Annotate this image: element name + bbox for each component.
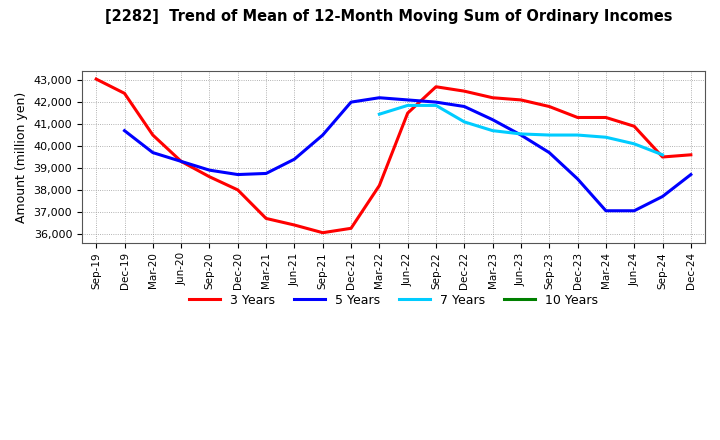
Text: [2282]  Trend of Mean of 12-Month Moving Sum of Ordinary Incomes: [2282] Trend of Mean of 12-Month Moving … (105, 9, 672, 24)
Legend: 3 Years, 5 Years, 7 Years, 10 Years: 3 Years, 5 Years, 7 Years, 10 Years (184, 289, 603, 312)
Y-axis label: Amount (million yen): Amount (million yen) (15, 92, 28, 223)
